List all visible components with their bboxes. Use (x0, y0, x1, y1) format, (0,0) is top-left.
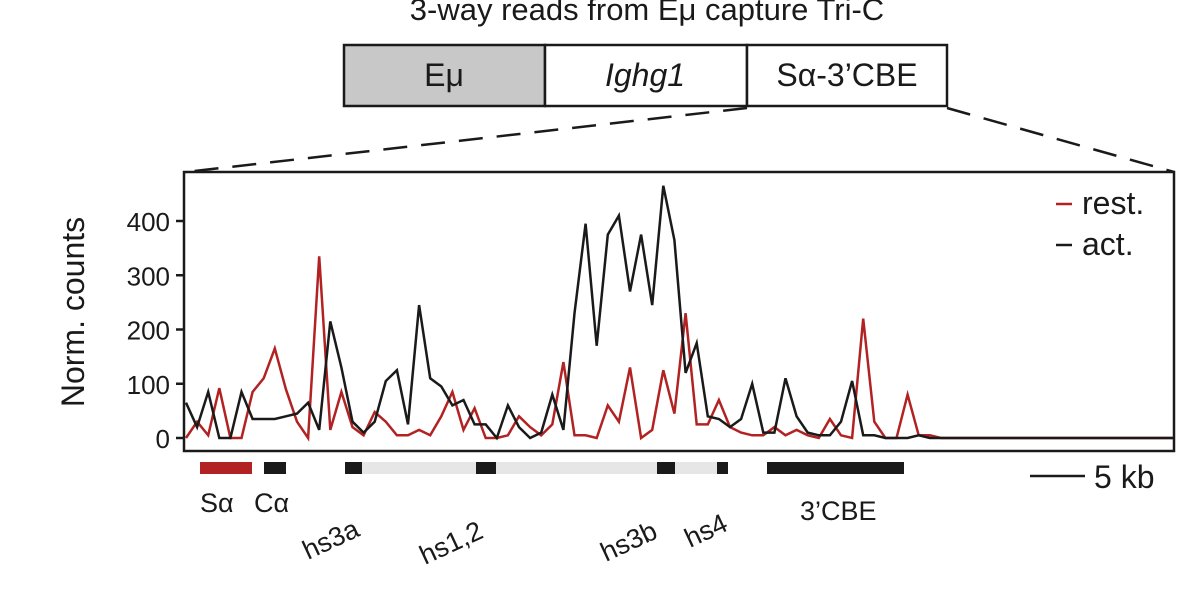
y-tick-label-0: 0 (156, 424, 170, 454)
region-block-hs12 (476, 462, 496, 474)
construct-box-salpha-3cbe (745, 43, 949, 108)
y-axis-label: Norm. counts (55, 217, 91, 407)
region-block-calpha (264, 462, 286, 474)
y-tick-label-100: 100 (127, 370, 170, 400)
region-label-hs4: hs4 (680, 508, 732, 554)
region-background-bar (352, 462, 726, 474)
construct-box-emu (342, 43, 547, 108)
zoom-lines (185, 106, 1175, 174)
scale-bar-label: 5 kb (1094, 459, 1154, 495)
region-label-salpha: Sα (200, 488, 234, 518)
y-tick-label-200: 200 (127, 316, 170, 346)
region-label-hs3a: hs3a (298, 513, 365, 565)
region-label-hs3b: hs3b (596, 515, 662, 567)
region-block-hs3b (657, 462, 675, 474)
region-block-salpha (200, 462, 252, 474)
construct-label-salpha-3cbe: Sα-3’CBE (776, 57, 917, 93)
y-axis-ticks: 0 100 200 300 400 (127, 207, 184, 454)
region-block-hs4 (717, 462, 728, 474)
construct-box-ighg1 (543, 43, 749, 108)
zoom-line-left (185, 106, 748, 174)
construct-label-ighg1: Ighg1 (605, 57, 685, 93)
region-block-hs3a (345, 462, 362, 474)
region-label-3cbe: 3’CBE (800, 496, 877, 526)
legend-label-rest: rest. (1082, 185, 1144, 221)
region-track: Sα Cα hs3a hs1,2 hs3b hs4 3’CBE (200, 462, 904, 570)
zoom-line-right (946, 106, 1175, 174)
series-line-rest (184, 256, 1174, 442)
legend: rest. act. (1056, 185, 1144, 262)
construct-diagram: Eμ Ighg1 Sα-3’CBE (342, 43, 949, 108)
region-label-calpha: Cα (254, 488, 289, 518)
region-block-3cbe (767, 462, 904, 474)
y-tick-label-400: 400 (127, 207, 170, 237)
y-tick-label-300: 300 (127, 261, 170, 291)
scale-bar: 5 kb (1030, 459, 1154, 495)
plot-frame (182, 170, 1176, 453)
figure-title: 3-way reads from Eμ capture Tri-C (410, 0, 884, 27)
series-line-act (184, 185, 1174, 441)
series-layer (184, 185, 1174, 442)
legend-label-act: act. (1082, 226, 1134, 262)
construct-label-emu: Eμ (424, 57, 464, 93)
region-label-hs12: hs1,2 (415, 515, 488, 570)
